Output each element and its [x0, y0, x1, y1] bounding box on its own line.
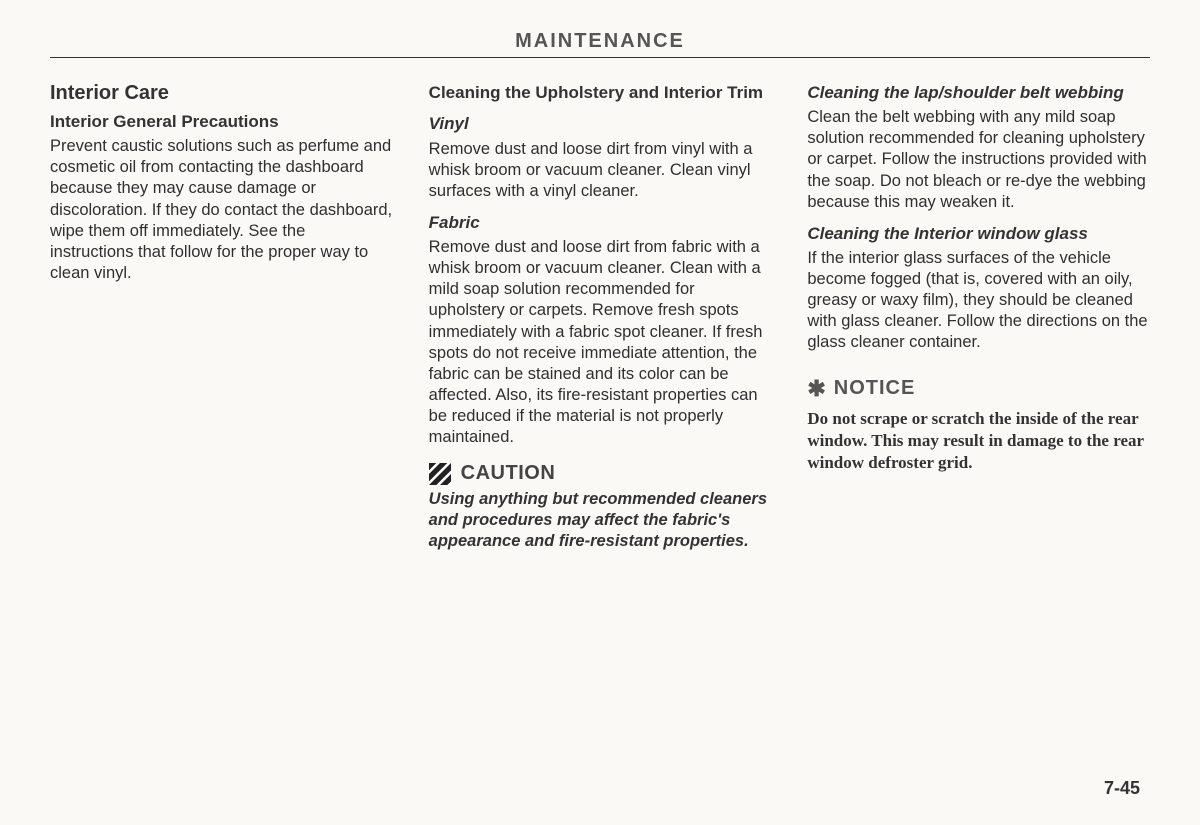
notice-asterisk-icon: ✱: [807, 376, 825, 402]
glass-title: Cleaning the Interior window glass: [807, 223, 1150, 244]
page-number: 7-45: [1104, 778, 1140, 799]
header-rule: [50, 57, 1150, 58]
fabric-title: Fabric: [429, 212, 772, 233]
caution-body: Using anything but recommended cleaners …: [429, 489, 772, 552]
vinyl-body: Remove dust and loose dirt from vinyl wi…: [429, 139, 772, 202]
notice-header: ✱ NOTICE: [807, 376, 1150, 402]
vinyl-title: Vinyl: [429, 113, 772, 134]
column-2: Cleaning the Upholstery and Interior Tri…: [429, 82, 772, 553]
caution-stripes-icon: [429, 463, 451, 485]
col1-heading: Interior General Precautions: [50, 111, 393, 132]
belt-title: Cleaning the lap/shoulder belt webbing: [807, 82, 1150, 103]
glass-body: If the interior glass surfaces of the ve…: [807, 248, 1150, 354]
fabric-body: Remove dust and loose dirt from fabric w…: [429, 237, 772, 448]
section-title: Interior Care: [50, 82, 393, 105]
caution-label: CAUTION: [461, 462, 556, 485]
notice-label: NOTICE: [834, 377, 916, 400]
belt-body: Clean the belt webbing with any mild soa…: [807, 107, 1150, 213]
column-3: Cleaning the lap/shoulder belt webbing C…: [807, 82, 1150, 553]
content-columns: Interior Care Interior General Precautio…: [50, 82, 1150, 553]
page-header: MAINTENANCE: [50, 30, 1150, 53]
col2-heading: Cleaning the Upholstery and Interior Tri…: [429, 82, 772, 103]
notice-body: Do not scrape or scratch the inside of t…: [807, 408, 1150, 474]
caution-header: CAUTION: [429, 462, 772, 485]
column-1: Interior Care Interior General Precautio…: [50, 82, 393, 553]
col1-paragraph: Prevent caustic solutions such as perfum…: [50, 136, 393, 284]
